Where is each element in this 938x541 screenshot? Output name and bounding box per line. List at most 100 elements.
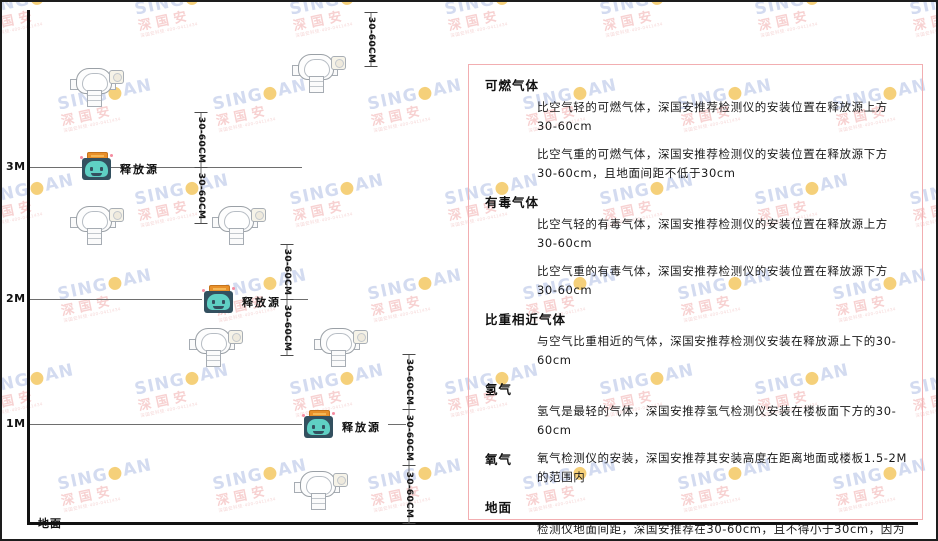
dimension-text: 30-60CM: [196, 172, 206, 220]
panel-paragraph: 比空气轻的可燃气体，深国安推荐检测仪的安装位置在释放源上方30-60cm: [537, 100, 888, 133]
dimension-mid-lower: 30-60CM: [274, 300, 300, 356]
panel-paragraph: 比空气轻的有毒气体，深国安推荐检测仪的安装位置在释放源上方30-60cm: [537, 217, 888, 250]
source-eye-right: [322, 425, 325, 429]
ground-axis-line: [27, 522, 918, 525]
panel-paragraph: 氢气是最轻的气体，深国安推荐氢气检测仪安装在楼板面下方的30-60cm: [537, 404, 897, 437]
panel-section-body: 氢气是最轻的气体，深国安推荐氢气检测仪安装在楼板面下方的30-60cm: [537, 402, 908, 440]
dimension-tick: [402, 465, 416, 466]
release-source-label: 释放源: [242, 296, 281, 309]
dimension-rule: [408, 354, 410, 410]
gas-detector-icon: [187, 324, 243, 368]
release-source-label: 释放源: [120, 163, 159, 176]
panel-section-body: 比空气轻的有毒气体，深国安推荐检测仪的安装位置在释放源上方30-60cm 比空气重…: [537, 215, 908, 300]
dimension-rule: [408, 466, 410, 524]
source-eye-right: [100, 167, 103, 171]
ground-label: 地面: [38, 517, 62, 530]
source-mouth: [313, 431, 324, 434]
source-jar: [204, 291, 233, 313]
release-source-icon: [302, 410, 336, 440]
dimension-tick: [402, 354, 416, 355]
release-source-label: 释放源: [342, 421, 381, 434]
spark-dot: [302, 414, 305, 417]
panel-section-title: 有毒气体: [485, 195, 540, 210]
level-label-2m: 2M: [6, 292, 26, 305]
gas-detector-icon: [290, 50, 346, 94]
detector-body: [76, 68, 112, 94]
panel-section-body: 检测仪地面间距，深国安推荐在30-60cm，且不得小于30cm，因为过低容易水溅…: [537, 520, 908, 539]
gas-detector-icon: [210, 202, 266, 246]
level-line-3m: [30, 167, 302, 168]
dimension-left-upper: 30-60CM: [188, 112, 214, 168]
release-source-icon: [80, 152, 114, 182]
detector-mount: [87, 90, 102, 107]
level-label-3m: 3M: [6, 160, 26, 173]
dimension-text: 30-60CM: [196, 116, 206, 164]
dimension-tick: [280, 244, 294, 245]
source-leader-line: [388, 424, 406, 425]
spark-dot: [202, 289, 205, 292]
dimension-rule: [370, 12, 372, 67]
recommendation-panel: 可燃气体比空气轻的可燃气体，深国安推荐检测仪的安装位置在释放源上方30-60cm…: [468, 64, 923, 536]
detector-sensor: [353, 330, 368, 344]
detector-sensor: [109, 70, 124, 84]
dimension-rule: [286, 300, 288, 356]
panel-section: 氧气 氧气检测仪的安装，深国安推荐其安装高度在距离地面或楼板1.5-2M的范围内: [485, 449, 908, 495]
dimension-text: 30-60CM: [366, 16, 376, 63]
panel-section: 比重相近气体 与空气比重相近的气体，深国安推荐检测仪安装在释放源上下的30-60c…: [485, 309, 908, 370]
detector-mount: [309, 76, 324, 93]
detector-mount: [331, 350, 346, 367]
source-eye-right: [222, 300, 225, 304]
detector-body: [195, 328, 231, 354]
detector-mount: [206, 350, 221, 367]
spark-dot: [332, 412, 335, 415]
detector-sensor: [228, 330, 243, 344]
source-liquid: [207, 294, 230, 310]
gas-detector-icon: [292, 467, 348, 511]
detector-body: [320, 328, 356, 354]
dimension-rule: [408, 410, 410, 466]
panel-section-title: 氢气: [485, 382, 513, 397]
detector-mount: [87, 228, 102, 245]
panel-section-title: 可燃气体: [485, 78, 540, 93]
panel-section-body: 比空气轻的可燃气体，深国安推荐检测仪的安装位置在释放源上方30-60cm 比空气重…: [537, 98, 908, 183]
panel-section: 氢气氢气是最轻的气体，深国安推荐氢气检测仪安装在楼板面下方的30-60cm: [485, 379, 908, 440]
release-source-icon: [202, 285, 236, 315]
gas-detector-icon: [68, 64, 124, 108]
dimension-tick: [402, 523, 416, 524]
source-mouth: [91, 173, 102, 176]
gas-detector-icon: [312, 324, 368, 368]
dimension-text: 30-60CM: [282, 248, 292, 296]
detector-sensor: [109, 208, 124, 222]
dimension-tick: [194, 223, 208, 224]
spark-dot: [110, 154, 113, 157]
source-leader-line: [288, 299, 308, 300]
dimension-mid-upper: 30-60CM: [274, 244, 300, 300]
spark-dot: [232, 287, 235, 290]
dimension-text: 30-60CM: [404, 471, 414, 519]
detector-mount: [311, 493, 326, 510]
dimension-tick: [402, 409, 416, 410]
source-jar: [304, 416, 333, 438]
source-liquid: [307, 419, 330, 435]
dimension-rule: [200, 112, 202, 168]
dimension-right-middle: 30-60CM: [396, 410, 422, 466]
panel-section-title: 地面: [485, 500, 513, 515]
panel-section-title: 氧气: [485, 452, 513, 467]
dimension-text: 30-60CM: [282, 304, 292, 352]
panel-paragraph: 检测仪地面间距，深国安推荐在30-60cm，且不得小于30cm，因为过低容易水溅…: [537, 522, 905, 536]
panel-section: 有毒气体比空气轻的有毒气体，深国安推荐检测仪的安装位置在释放源上方30-60cm…: [485, 192, 908, 300]
dimension-tick: [194, 167, 208, 168]
detector-sensor: [331, 56, 346, 70]
detector-mount: [229, 228, 244, 245]
gas-detector-icon: [68, 202, 124, 246]
dimension-rule: [286, 244, 288, 300]
dimension-tick: [194, 112, 208, 113]
dimension-right-lower: 30-60CM: [396, 466, 422, 524]
dimension-right-upper: 30-60CM: [396, 354, 422, 410]
panel-paragraph: 与空气比重相近的气体，深国安推荐检测仪安装在释放源上下的30-60cm: [537, 334, 897, 367]
level-label-1m: 1M: [6, 417, 26, 430]
panel-paragraph: 比空气重的可燃气体，深国安推荐检测仪的安装位置在释放源下方30-60cm，且地面…: [537, 147, 888, 180]
dimension-tick: [364, 66, 378, 67]
